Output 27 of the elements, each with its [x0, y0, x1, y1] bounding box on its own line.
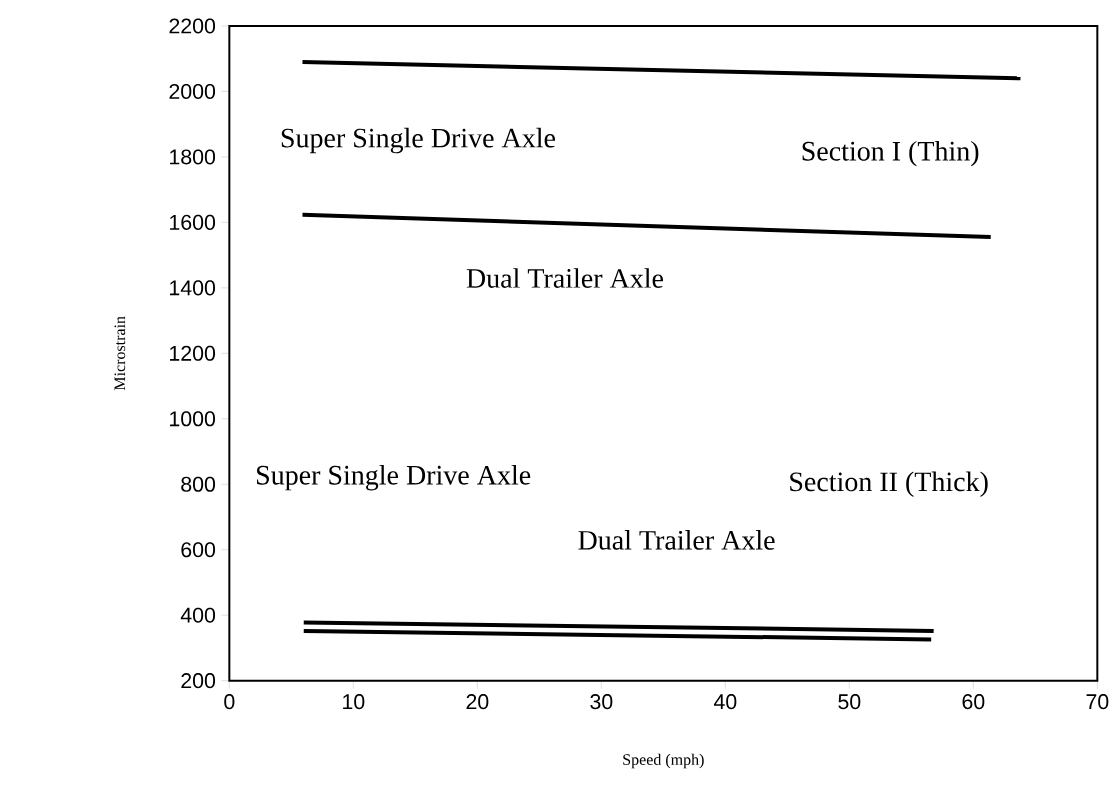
- x-axis-title: Speed (mph): [623, 753, 704, 769]
- y-axis-title: Microstrain: [114, 316, 126, 391]
- annotation: Super Single Drive Axle: [281, 127, 556, 154]
- x-tick-label: 0: [224, 694, 235, 710]
- x-tick-label: 60: [962, 694, 985, 710]
- y-tick-label: 1800: [170, 149, 216, 165]
- annotation: Super Single Drive Axle: [257, 464, 531, 491]
- annotation: Dual Trailer Axle: [466, 268, 664, 288]
- y-tick-label: 800: [181, 476, 216, 492]
- x-tick-label: 70: [1086, 694, 1109, 710]
- y-tick-label: 1200: [170, 345, 216, 361]
- x-tick-label: 20: [466, 694, 489, 710]
- x-tick-label: 30: [590, 694, 613, 710]
- x-tick-label: 50: [838, 694, 861, 710]
- y-tick-label: 600: [181, 542, 216, 558]
- y-tick-label: 2000: [169, 83, 216, 100]
- x-tick-label: 10: [343, 694, 365, 710]
- annotation: Dual Trailer Axle: [578, 530, 775, 550]
- annotation: Section I (Thin): [802, 140, 979, 167]
- y-tick-label: 1000: [170, 411, 216, 427]
- annotation: Section II (Thick): [790, 471, 988, 497]
- y-tick-label: 200: [181, 673, 216, 689]
- y-tick-label: 2200: [169, 18, 216, 34]
- y-tick-label: 1400: [170, 280, 216, 296]
- y-tick-label: 400: [180, 607, 216, 623]
- x-tick-label: 40: [713, 694, 737, 710]
- y-tick-label: 1600: [170, 214, 216, 230]
